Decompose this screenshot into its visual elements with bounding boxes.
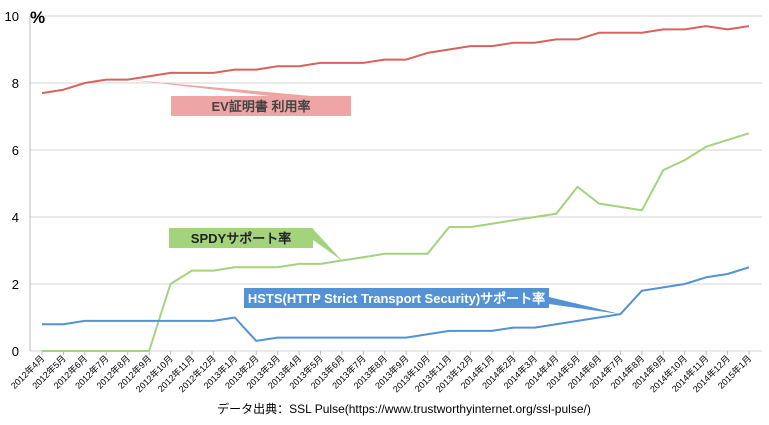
- y-unit-label: %: [30, 8, 45, 27]
- callout-box-0: [171, 96, 351, 116]
- series-lines: [41, 25, 750, 352]
- y-tick-label: 2: [12, 277, 19, 292]
- callout-box-2: [244, 288, 549, 308]
- series-label-1: SPDYサポート率: [191, 231, 291, 246]
- series-line-1: [42, 132, 750, 352]
- y-tick-label: 0: [12, 344, 19, 359]
- gridlines: [30, 15, 762, 352]
- callout-pointer-0: [127, 79, 312, 96]
- series-label-0: EV証明書 利用率: [212, 99, 311, 114]
- series-callouts: EV証明書 利用率 SPDYサポート率 HSTS(HTTP Strict Trans…: [127, 79, 621, 315]
- y-axis: 0 2 4 6 8 10: [5, 9, 31, 359]
- callout-pointer-2: [549, 297, 621, 315]
- y-tick-label: 10: [5, 9, 19, 24]
- y-tick-label: 6: [12, 143, 19, 158]
- callout-box-1: [169, 228, 313, 248]
- y-tick-label: 8: [12, 76, 19, 91]
- x-axis: 2012年4月2012年5月2012年6月2012年7月2012年8月2012年…: [8, 351, 753, 394]
- y-tick-label: 4: [12, 210, 19, 225]
- series-label-2: HSTS(HTTP Strict Transport Security)サポート…: [248, 291, 545, 306]
- source-note: データ出典：SSL Pulse(https://www.trustworthyi…: [217, 401, 591, 416]
- series-line-0: [41, 25, 750, 95]
- series-line-2: [42, 266, 750, 342]
- callout-pointer-1: [313, 229, 342, 261]
